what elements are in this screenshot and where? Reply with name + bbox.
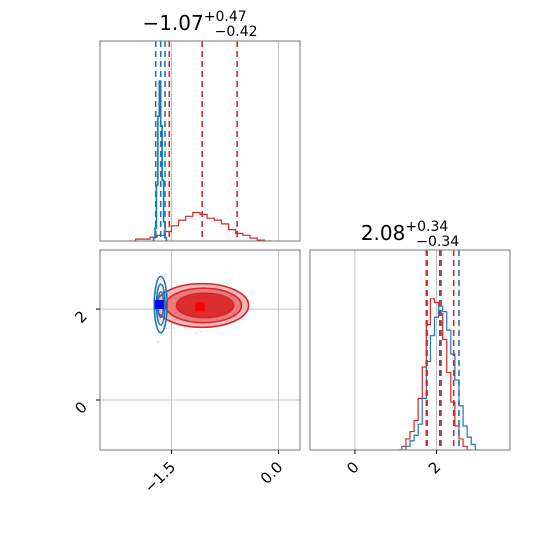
joint-distribution <box>100 250 322 450</box>
red-histogram-param1 <box>128 211 272 241</box>
red-contour-level-3 <box>175 292 235 319</box>
sample-point <box>159 318 162 321</box>
histogram-param2 <box>354 250 480 450</box>
red-square-outlier <box>313 421 322 430</box>
param1-title: −1.07+0.47 −0.42 <box>142 9 257 40</box>
sample-point <box>199 330 202 333</box>
blue-contour-level-1 <box>153 275 168 334</box>
sample-point <box>157 340 160 343</box>
sample-point <box>229 279 231 281</box>
y-tick-label-param2: 0 <box>71 398 90 417</box>
frame-top <box>99 40 301 242</box>
red-square <box>195 302 205 312</box>
param1-lower: −0.42 <box>215 24 258 40</box>
param2-value: 2.08 <box>361 221 406 245</box>
param1-upper: +0.47 <box>204 9 247 25</box>
sample-point <box>183 326 186 329</box>
param1-value: −1.07 <box>142 11 203 35</box>
sample-point <box>195 332 198 335</box>
x-tick-label-param1: −1.5 <box>141 458 179 496</box>
x-tick-label-param2: 2 <box>425 458 444 477</box>
param2-title: 2.08+0.34 −0.34 <box>361 219 459 250</box>
histogram-param1 <box>128 41 279 241</box>
red-histogram-param2 <box>397 298 472 450</box>
x-tick-label-param1: 0.0 <box>257 458 287 488</box>
x-tick-label-param2: 0 <box>343 458 362 477</box>
y-tick-label-param2: 2 <box>71 307 90 326</box>
frame-joint <box>99 249 301 451</box>
param2-lower: −0.34 <box>416 234 459 250</box>
sample-point <box>250 309 253 312</box>
blue-histogram-param2 <box>401 305 480 450</box>
sample-point <box>172 327 175 330</box>
param2-upper: +0.34 <box>405 219 448 235</box>
sample-point <box>164 273 167 276</box>
frame-right <box>309 249 511 451</box>
tick-labels: −1.5 0.0 0 0 2 2 <box>71 307 444 496</box>
blue-square <box>154 300 164 310</box>
